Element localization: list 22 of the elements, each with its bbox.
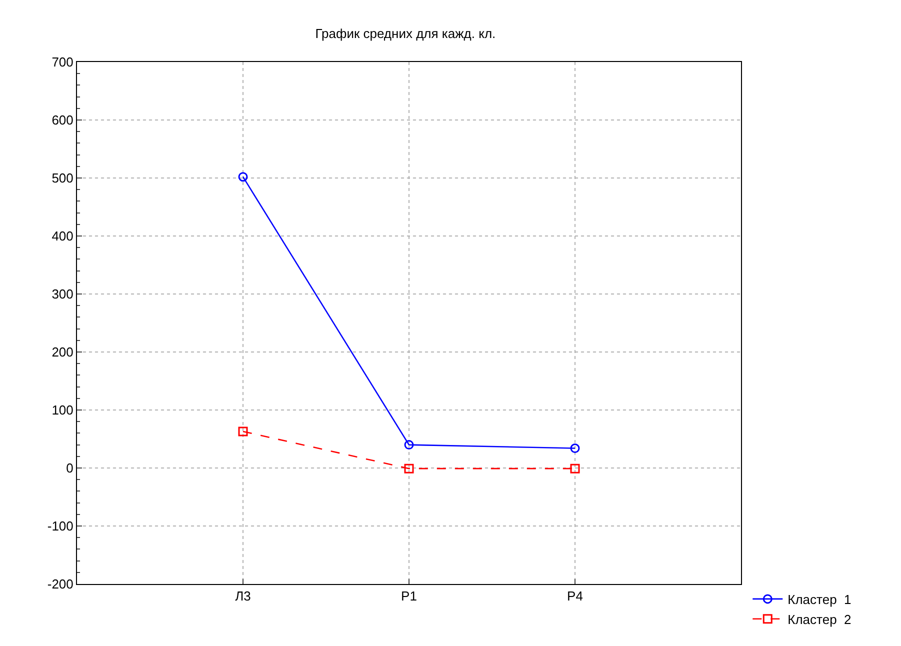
- y-tick-label: 700: [52, 54, 74, 70]
- y-tick-label: 500: [52, 170, 74, 186]
- point: [570, 444, 580, 454]
- y-tick-label: 0: [66, 460, 74, 476]
- y-tick-label: 600: [52, 112, 74, 128]
- y-tick-label: 200: [52, 344, 74, 360]
- point: [404, 464, 414, 474]
- x-tick-label: Р1: [401, 588, 417, 604]
- point: [238, 426, 248, 436]
- point: [570, 464, 580, 474]
- y-tick-label: -200: [47, 576, 74, 592]
- y-tick-label: 100: [52, 402, 74, 418]
- point: [238, 172, 248, 182]
- point: [404, 440, 414, 450]
- y-tick-label: 400: [52, 228, 74, 244]
- x-tick-label: Р4: [567, 588, 583, 604]
- chart-title: График средних для кажд. кл.: [315, 26, 496, 42]
- y-tick-label: -100: [47, 518, 74, 534]
- legend-label: Кластер 1: [788, 592, 852, 608]
- x-tick-label: Л3: [235, 588, 251, 604]
- y-tick-label: 300: [52, 286, 74, 302]
- legend-label: Кластер 2: [788, 612, 852, 627]
